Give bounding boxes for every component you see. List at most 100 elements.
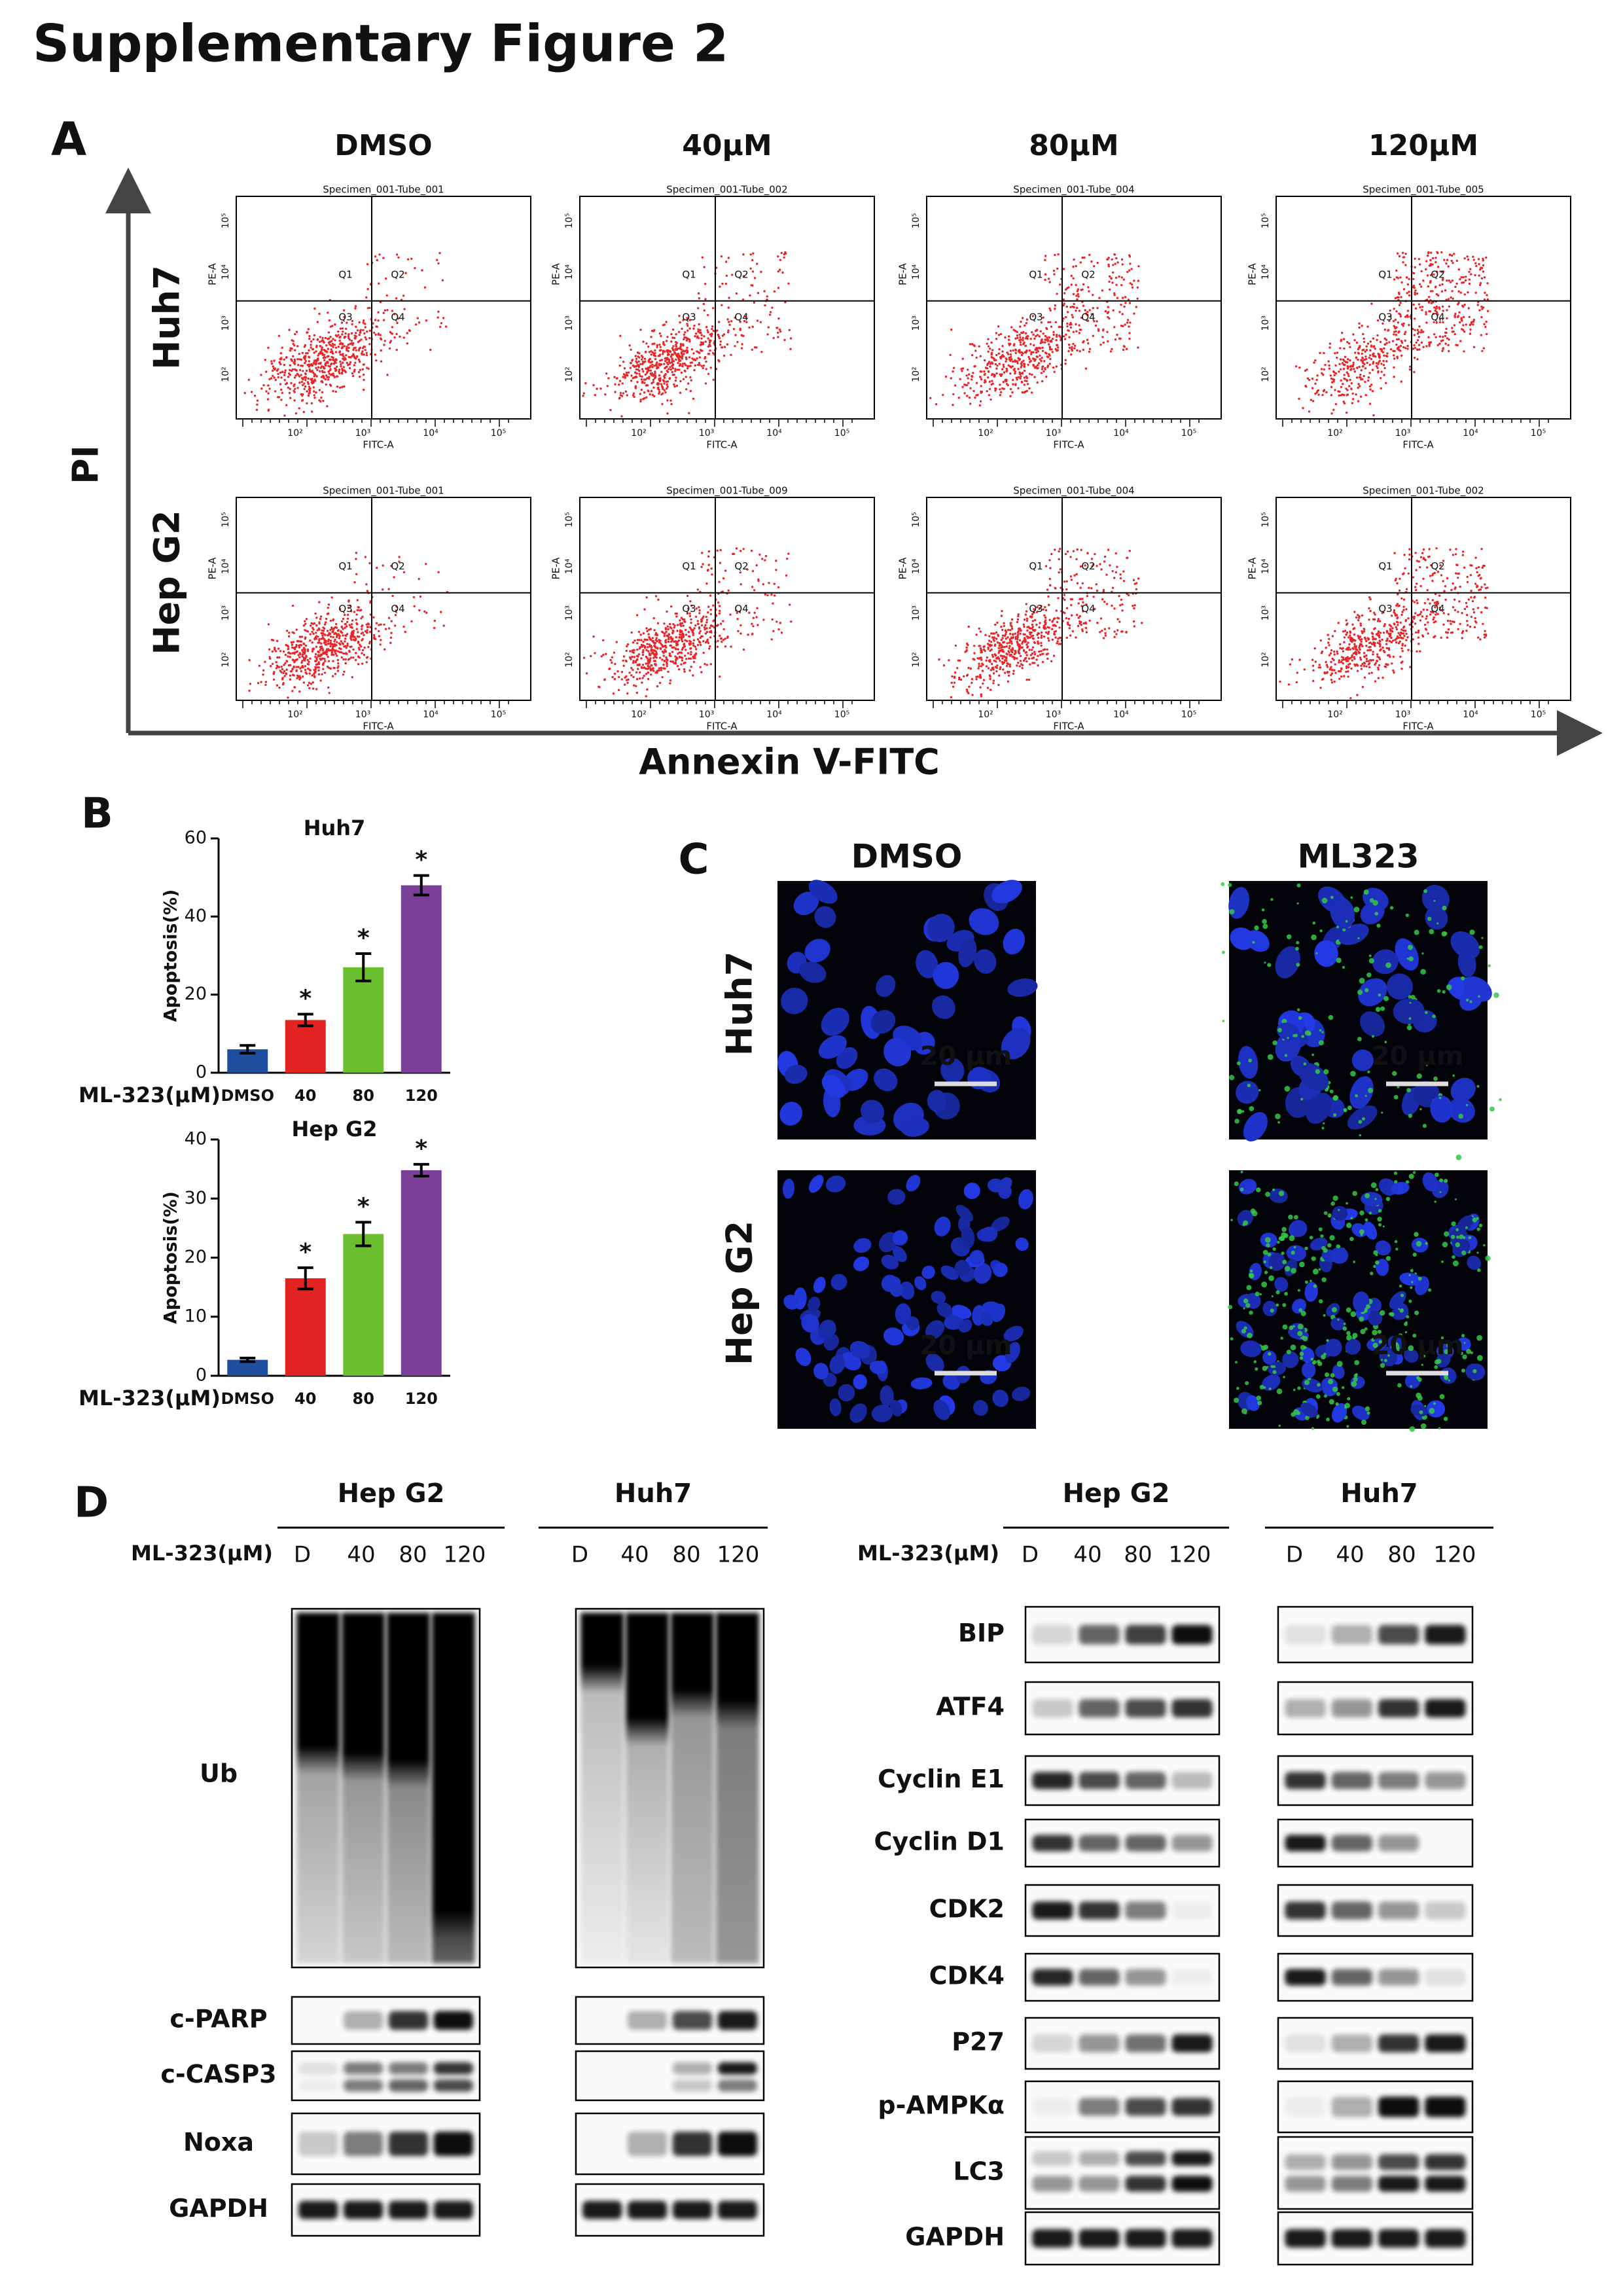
flow-dot: [1019, 632, 1022, 635]
flow-dot: [753, 277, 757, 279]
flow-dot: [1044, 368, 1046, 370]
flow-dot: [1000, 639, 1003, 641]
y-tick-label: 10⁵: [221, 213, 231, 228]
flow-dot: [1346, 371, 1348, 374]
flow-dot: [1353, 339, 1356, 342]
flow-dot: [1044, 334, 1047, 338]
flow-dot: [1365, 665, 1368, 668]
x-tick-label: 10⁴: [423, 709, 438, 720]
flow-dot: [1438, 321, 1442, 323]
flow-dot: [618, 365, 621, 367]
flow-dot: [1067, 623, 1069, 626]
flow-dot: [327, 376, 330, 378]
flow-dot: [979, 370, 982, 373]
flow-dot: [315, 688, 318, 691]
flow-dot: [1450, 259, 1453, 262]
flow-dot: [1006, 653, 1008, 656]
flow-dot: [1472, 611, 1476, 614]
flow-dot: [686, 639, 688, 643]
flow-dot: [361, 615, 364, 618]
flow-dot: [988, 644, 991, 647]
flow-dot: [1024, 332, 1027, 334]
flow-dot: [670, 627, 673, 630]
flow-dot: [629, 367, 632, 369]
flow-dot: [307, 328, 310, 331]
flow-dot: [1344, 361, 1347, 363]
flow-dot: [597, 685, 600, 688]
flow-dot: [1460, 276, 1463, 279]
flow-dot: [736, 611, 739, 615]
flow-dot: [707, 641, 710, 645]
flow-dot: [709, 608, 712, 611]
flow-dot: [1114, 338, 1117, 341]
flow-dot: [378, 624, 380, 626]
flow-dot: [974, 396, 976, 399]
flow-dot: [1427, 252, 1430, 255]
flow-dot: [397, 317, 400, 320]
flow-dot: [293, 383, 296, 386]
flow-dot: [718, 581, 721, 583]
flow-dot: [1058, 643, 1060, 645]
flow-dot: [1369, 388, 1372, 391]
flow-dot: [314, 668, 317, 671]
flow-dot: [1008, 342, 1010, 345]
flow-dot: [1416, 348, 1419, 351]
flow-dot: [1121, 296, 1124, 299]
flow-dot: [682, 378, 685, 380]
flow-dot: [1072, 342, 1075, 346]
flow-dot: [700, 343, 703, 346]
flow-dot: [302, 410, 305, 414]
flow-dot: [332, 653, 335, 656]
flow-dot: [414, 323, 418, 326]
flow-dot: [315, 645, 318, 648]
flow-dot: [1039, 347, 1042, 350]
flow-dot: [304, 385, 307, 388]
flow-dot: [288, 391, 291, 395]
flow-dot: [361, 632, 365, 634]
flow-dot: [641, 380, 644, 383]
flow-dot: [626, 692, 629, 695]
flow-dot: [696, 588, 700, 591]
flow-dot: [364, 336, 366, 339]
flow-dot: [698, 606, 700, 609]
flow-dot: [692, 352, 695, 355]
flow-dot: [702, 640, 705, 643]
flow-dot: [1027, 355, 1030, 359]
flow-dot: [1014, 650, 1017, 653]
flow-dot: [332, 343, 334, 346]
flow-dot: [753, 346, 757, 349]
flow-dot: [390, 620, 393, 622]
flow-dot: [1009, 350, 1012, 352]
flow-dot: [707, 331, 709, 334]
flow-dot: [670, 340, 673, 343]
flow-dot: [1043, 614, 1046, 617]
quadrant-label: Q3: [1029, 311, 1043, 323]
flow-dot: [1368, 372, 1371, 374]
flow-dot: [1328, 367, 1331, 370]
flow-dot: [272, 374, 274, 377]
flow-dot: [751, 586, 754, 588]
specimen-title: Specimen_001-Tube_009: [666, 485, 787, 497]
flow-dot: [1051, 338, 1054, 340]
flow-dot: [363, 319, 365, 322]
flow-dot: [1463, 257, 1466, 260]
flow-dot: [681, 648, 684, 651]
flow-dot: [1020, 381, 1024, 384]
flow-dot: [300, 374, 302, 376]
flow-dot: [669, 679, 672, 682]
flow-dot: [1385, 382, 1387, 384]
flow-dot: [698, 356, 702, 359]
flow-dot: [328, 633, 330, 636]
y-tick-label: 10²: [221, 367, 231, 382]
flow-dot: [648, 351, 651, 353]
flow-dot: [355, 613, 358, 616]
flow-dot: [978, 627, 981, 630]
flow-dot: [324, 336, 327, 340]
flow-dot: [672, 349, 675, 351]
flow-dot: [994, 623, 997, 626]
flow-dot: [1376, 367, 1379, 369]
flow-dot: [1314, 382, 1317, 385]
flow-dot: [704, 382, 707, 385]
flow-dot: [1047, 278, 1050, 280]
flow-dot: [727, 257, 730, 259]
